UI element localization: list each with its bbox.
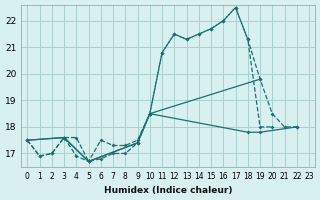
X-axis label: Humidex (Indice chaleur): Humidex (Indice chaleur): [104, 186, 232, 195]
